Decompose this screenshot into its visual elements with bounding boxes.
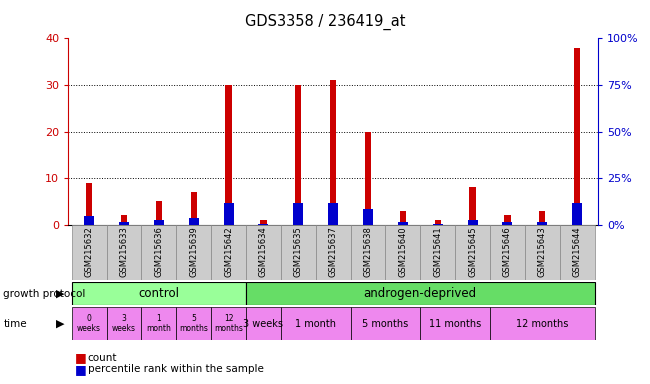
- Bar: [72, 225, 107, 280]
- Bar: [72, 307, 107, 340]
- Bar: [246, 282, 595, 305]
- Text: GSM215642: GSM215642: [224, 226, 233, 277]
- Text: androgen-deprived: androgen-deprived: [364, 287, 477, 300]
- Text: GSM215644: GSM215644: [573, 226, 582, 277]
- Text: 0
weeks: 0 weeks: [77, 314, 101, 333]
- Text: GSM215632: GSM215632: [84, 226, 94, 277]
- Bar: [537, 222, 547, 225]
- Bar: [572, 203, 582, 225]
- Bar: [107, 307, 142, 340]
- Text: ▶: ▶: [56, 318, 65, 329]
- Bar: [72, 282, 246, 305]
- Bar: [385, 225, 421, 280]
- Bar: [421, 307, 490, 340]
- Text: 5
months: 5 months: [179, 314, 208, 333]
- Bar: [156, 201, 162, 225]
- Text: control: control: [138, 287, 179, 300]
- Text: GSM215635: GSM215635: [294, 226, 303, 277]
- Text: GSM215641: GSM215641: [433, 226, 442, 277]
- Bar: [142, 225, 176, 280]
- Bar: [281, 307, 350, 340]
- Bar: [84, 216, 94, 225]
- Text: GSM215638: GSM215638: [363, 226, 372, 277]
- Bar: [400, 211, 406, 225]
- Bar: [176, 225, 211, 280]
- Bar: [211, 225, 246, 280]
- Bar: [350, 225, 385, 280]
- Text: GSM215636: GSM215636: [154, 226, 163, 277]
- Text: GSM215643: GSM215643: [538, 226, 547, 277]
- Text: growth protocol: growth protocol: [3, 289, 86, 299]
- Text: 3 weeks: 3 weeks: [243, 318, 283, 329]
- Bar: [295, 85, 302, 225]
- Text: 5 months: 5 months: [362, 318, 409, 329]
- Bar: [525, 225, 560, 280]
- Bar: [176, 307, 211, 340]
- Text: GDS3358 / 236419_at: GDS3358 / 236419_at: [245, 13, 405, 30]
- Bar: [490, 225, 525, 280]
- Bar: [211, 307, 246, 340]
- Bar: [560, 225, 595, 280]
- Bar: [539, 211, 545, 225]
- Bar: [188, 218, 199, 225]
- Text: 1
month: 1 month: [146, 314, 172, 333]
- Bar: [421, 225, 455, 280]
- Bar: [574, 48, 580, 225]
- Bar: [502, 222, 512, 225]
- Text: ▶: ▶: [56, 289, 65, 299]
- Bar: [433, 224, 443, 225]
- Bar: [328, 203, 338, 225]
- Bar: [246, 225, 281, 280]
- Text: 12
months: 12 months: [214, 314, 243, 333]
- Text: GSM215633: GSM215633: [120, 226, 129, 277]
- Bar: [226, 85, 231, 225]
- Text: time: time: [3, 318, 27, 329]
- Text: GSM215645: GSM215645: [468, 226, 477, 277]
- Bar: [469, 187, 476, 225]
- Bar: [330, 80, 336, 225]
- Text: 3
weeks: 3 weeks: [112, 314, 136, 333]
- Bar: [455, 225, 490, 280]
- Text: GSM215640: GSM215640: [398, 226, 408, 277]
- Bar: [224, 203, 233, 225]
- Bar: [107, 225, 142, 280]
- Bar: [260, 220, 266, 225]
- Bar: [142, 307, 176, 340]
- Text: GSM215646: GSM215646: [503, 226, 512, 277]
- Text: GSM215634: GSM215634: [259, 226, 268, 277]
- Text: percentile rank within the sample: percentile rank within the sample: [88, 364, 264, 374]
- Bar: [259, 224, 268, 225]
- Bar: [154, 220, 164, 225]
- Bar: [316, 225, 350, 280]
- Bar: [121, 215, 127, 225]
- Bar: [467, 220, 478, 225]
- Bar: [190, 192, 197, 225]
- Text: 12 months: 12 months: [516, 318, 568, 329]
- Bar: [281, 225, 316, 280]
- Bar: [490, 307, 595, 340]
- Bar: [363, 209, 373, 225]
- Text: count: count: [88, 353, 117, 363]
- Bar: [398, 222, 408, 225]
- Text: 11 months: 11 months: [429, 318, 481, 329]
- Text: ■: ■: [75, 351, 86, 364]
- Bar: [86, 183, 92, 225]
- Text: 1 month: 1 month: [295, 318, 336, 329]
- Bar: [365, 131, 371, 225]
- Bar: [246, 307, 281, 340]
- Text: GSM215637: GSM215637: [329, 226, 337, 277]
- Text: ■: ■: [75, 363, 86, 376]
- Bar: [435, 220, 441, 225]
- Bar: [350, 307, 421, 340]
- Bar: [504, 215, 510, 225]
- Text: GSM215639: GSM215639: [189, 226, 198, 277]
- Bar: [293, 203, 304, 225]
- Bar: [119, 222, 129, 225]
